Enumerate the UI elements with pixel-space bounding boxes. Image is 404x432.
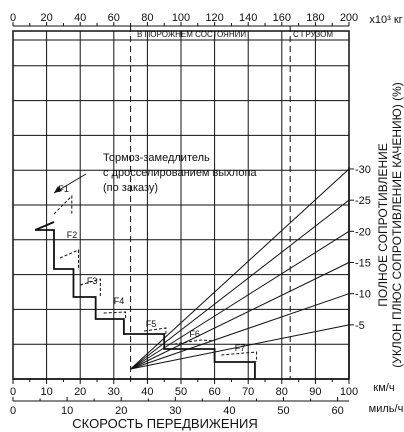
retarder-curves (34, 194, 258, 379)
grid (12, 30, 350, 380)
resistance-tick-label: -20 (355, 226, 371, 238)
top-axis-tick-label: 20 (40, 12, 52, 24)
retarder-curve-standard (103, 311, 127, 320)
annotation-line-3: (по заказу) (103, 182, 158, 194)
kmh-tick-label: 90 (309, 386, 321, 398)
top-axis-tick-label: 0 (10, 12, 16, 24)
x-axis-title: СКОРОСТЬ ПЕРЕДВИЖЕНИЯ (72, 416, 257, 431)
grade-line (130, 199, 350, 370)
grade-line (130, 293, 350, 370)
resistance-tick-label: -30 (355, 164, 371, 176)
kmh-tick-label: 40 (141, 386, 153, 398)
grade-line (130, 168, 350, 370)
mph-tick-label: 0 (10, 405, 16, 417)
kmh-axis-unit: км/ч (373, 382, 394, 394)
top-axis-tick-label: 60 (108, 12, 120, 24)
gear-label-f1: F1 (58, 184, 69, 194)
grade-line (130, 324, 350, 370)
mph-tick-label: 50 (277, 405, 289, 417)
retarder-curve-standard (221, 351, 258, 362)
reference-lines (130, 26, 291, 379)
kmh-tick-label: 30 (108, 386, 120, 398)
gear-label-f5: F5 (146, 319, 157, 329)
kmh-tick-label: 60 (208, 386, 220, 398)
grade-line (130, 230, 350, 370)
y-axis-title-line2: (УКЛОН ПЛЮС СОПРОТИВЛЕНИЕ КАЧЕНИЮ) (%) (390, 82, 404, 368)
retarder-curve-exhaust (35, 229, 256, 379)
gear-label-f6: F6 (189, 329, 200, 339)
top-axis-tick-label: 160 (273, 12, 291, 24)
loaded-state-label: С ГРУЗОМ (293, 30, 333, 39)
retarder-curve-standard (174, 339, 215, 345)
retarder-curve-top (34, 221, 55, 231)
kmh-tick-label: 50 (175, 386, 187, 398)
annotation-line-2: с дросселированием выхлопа (103, 167, 257, 179)
top-axis-tick-label: 80 (141, 12, 153, 24)
grade-lines (130, 168, 350, 370)
mph-tick-label: 60 (332, 405, 344, 417)
annotation-arrowhead (54, 186, 62, 193)
resistance-tick-label: -5 (355, 320, 365, 332)
top-axis-tick-label: 200 (340, 12, 358, 24)
retarder-curve-standard (80, 278, 101, 297)
resistance-tick-label: -15 (355, 258, 371, 270)
resistance-tick-label: -25 (355, 195, 371, 207)
tick-marks (12, 22, 354, 402)
top-axis-tick-label: 180 (306, 12, 324, 24)
mph-tick-label: 20 (115, 405, 127, 417)
gear-label-f3: F3 (87, 276, 98, 286)
y-axis-title-line1: ПОЛНОЕ СОПРОТИВЛЕНИЕ (376, 143, 390, 306)
retarder-curve-standard (143, 327, 167, 334)
mph-tick-label: 40 (223, 405, 235, 417)
resistance-tick-label: -10 (355, 289, 371, 301)
kmh-tick-label: 10 (40, 386, 52, 398)
annotation-line-1: Тормоз-замедлитель (103, 152, 210, 164)
top-axis-tick-label: 100 (172, 12, 190, 24)
kmh-tick-label: 80 (276, 386, 288, 398)
gear-label-f4: F4 (114, 296, 125, 306)
top-axis-tick-label: 140 (239, 12, 257, 24)
top-axis-tick-label: 120 (205, 12, 223, 24)
gear-label-f7: F7 (235, 343, 246, 353)
retarder-curve-standard (59, 249, 80, 270)
empty-state-label: В ПОРОЖНЕМ СОСТОЯНИИ (137, 30, 246, 39)
top-axis-unit: х10³ кг (369, 14, 402, 26)
kmh-tick-label: 20 (74, 386, 86, 398)
mph-tick-label: 30 (169, 405, 181, 417)
top-axis-tick-label: 40 (74, 12, 86, 24)
kmh-tick-label: 100 (340, 386, 358, 398)
mph-axis-unit: миль/ч (369, 403, 404, 415)
kmh-tick-label: 0 (10, 386, 16, 398)
mph-tick-label: 10 (61, 405, 73, 417)
grade-line (130, 262, 350, 370)
gear-label-f2: F2 (67, 230, 78, 240)
retarder-curve-standard (53, 194, 73, 215)
kmh-tick-label: 70 (242, 386, 254, 398)
